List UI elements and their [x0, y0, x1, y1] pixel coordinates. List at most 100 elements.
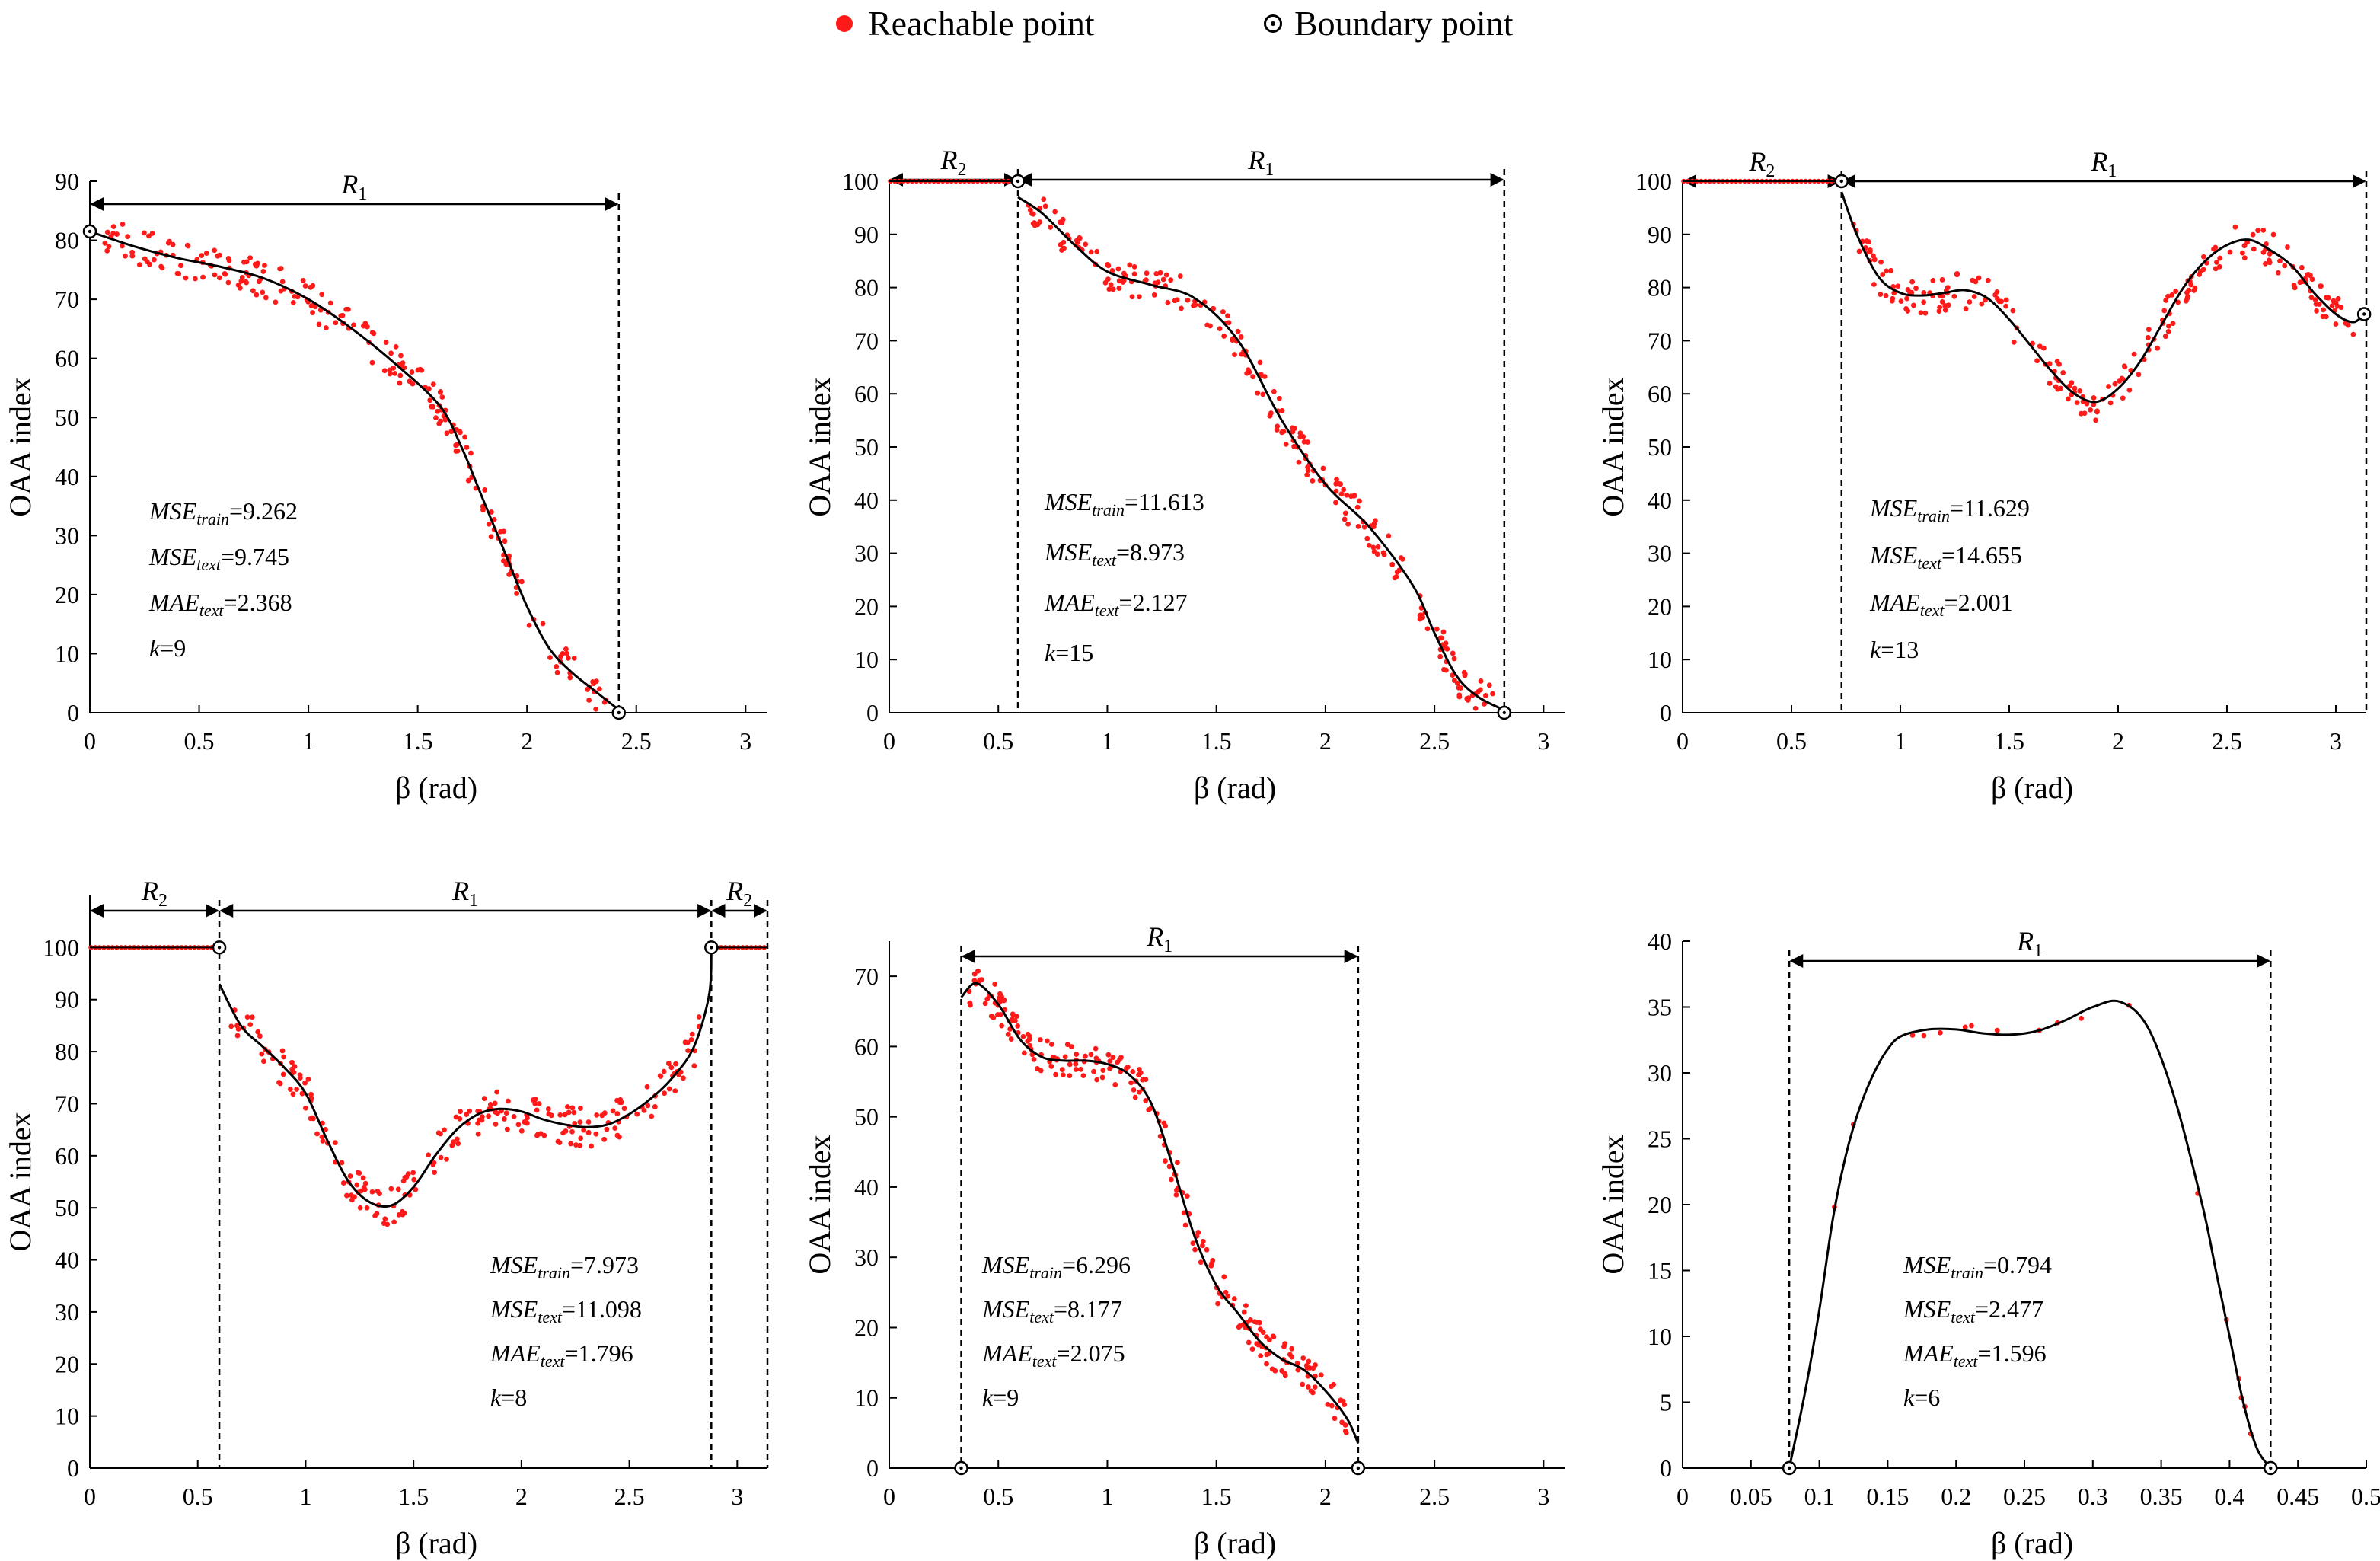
y-tick-label: 10: [1648, 1323, 1672, 1350]
reachable-point: [1230, 337, 1236, 343]
reachable-point: [1318, 1372, 1324, 1378]
reachable-point: [1099, 1074, 1105, 1081]
reachable-point: [1052, 209, 1058, 215]
y-tick-label: 70: [55, 1090, 79, 1117]
reachable-point: [577, 1119, 583, 1125]
x-tick-label: 2.5: [621, 727, 652, 755]
reachable-point: [1217, 326, 1223, 332]
reachable-point: [1320, 465, 1326, 471]
reachable-point: [427, 397, 433, 404]
reachable-point: [1458, 685, 1464, 691]
x-tick-label: 1: [302, 727, 314, 755]
reachable-point: [174, 270, 180, 276]
y-tick-label: 35: [1648, 994, 1672, 1021]
reachable-point: [1386, 533, 1392, 539]
reachable-point: [1236, 1324, 1242, 1330]
reachable-point: [1361, 524, 1367, 530]
reachable-point: [1208, 323, 1213, 329]
boundary-point-center: [217, 946, 222, 950]
reachable-point: [593, 706, 599, 712]
legend-reachable: Reachable point: [836, 3, 1095, 43]
reachable-point: [1174, 1160, 1180, 1166]
x-tick-label: 1: [299, 1483, 311, 1510]
reachable-point: [281, 1054, 287, 1060]
x-tick-label: 2: [521, 727, 533, 755]
reachable-point: [1342, 516, 1348, 522]
reachable-point: [1190, 1240, 1196, 1247]
reachable-point: [442, 417, 448, 423]
y-axis-label: OAA index: [1596, 377, 1630, 516]
reachable-point: [237, 285, 243, 291]
reachable-point: [1211, 305, 1217, 311]
reachable-point: [1200, 1243, 1205, 1249]
reachable-point: [1348, 493, 1354, 500]
reachable-point: [2185, 294, 2190, 300]
y-tick-label: 80: [854, 274, 879, 302]
reachable-point: [1443, 640, 1449, 646]
reachable-point: [1437, 653, 1444, 659]
reachable-point: [339, 1160, 345, 1166]
stat-text: k=13: [1870, 636, 1919, 663]
reachable-point: [316, 321, 322, 327]
reachable-point: [492, 1100, 498, 1106]
reachable-point: [381, 368, 388, 374]
region-label: R2: [1748, 146, 1775, 181]
reachable-point: [1128, 1080, 1134, 1086]
reachable-point: [971, 978, 978, 984]
reachable-point: [1191, 302, 1196, 308]
reachable-point: [2094, 409, 2100, 415]
reachable-point: [2077, 388, 2083, 394]
reachable-point: [149, 231, 155, 236]
boundary-point-center: [710, 946, 713, 950]
reachable-point: [235, 1026, 241, 1032]
reachable-point: [1137, 1070, 1144, 1076]
reachable-point: [1345, 521, 1351, 527]
reachable-point: [486, 521, 492, 527]
reachable-point: [504, 1126, 510, 1132]
reachable-point: [114, 231, 120, 237]
y-tick-label: 50: [854, 433, 879, 461]
reachable-point: [2331, 298, 2337, 304]
reachable-point: [1903, 306, 1909, 311]
reachable-point: [110, 224, 116, 230]
reachable-point: [199, 253, 205, 259]
reachable-point: [1290, 425, 1296, 431]
fit-curve: [1017, 196, 1505, 711]
reachable-point: [1898, 298, 1904, 305]
reachable-point: [511, 1113, 517, 1119]
reachable-point: [2292, 285, 2298, 291]
reachable-point: [2250, 231, 2256, 238]
reachable-point: [144, 259, 150, 265]
reachable-point: [2214, 260, 2219, 265]
reachable-point: [397, 380, 403, 386]
reachable-point: [417, 366, 423, 372]
x-tick-label: 1.5: [403, 727, 433, 755]
reachable-point: [262, 263, 267, 268]
y-tick-label: 50: [854, 1103, 879, 1131]
reachable-point: [400, 1211, 406, 1218]
reachable-point: [1130, 1068, 1136, 1074]
reachable-point: [2040, 345, 2047, 351]
y-tick-label: 20: [55, 581, 79, 608]
stat-text: MSEtext=8.177: [981, 1295, 1122, 1326]
reachable-point: [2161, 308, 2168, 314]
reachable-point: [1890, 295, 1896, 302]
reachable-point: [2277, 258, 2283, 264]
reachable-point: [1300, 433, 1306, 439]
reachable-point: [348, 1192, 354, 1198]
reachable-point: [2308, 295, 2315, 301]
reachable-point: [439, 394, 445, 400]
reachable-point: [665, 1061, 672, 1066]
reachable-point: [377, 1191, 382, 1197]
reachable-point: [2117, 378, 2123, 384]
reachable-point: [1856, 248, 1862, 254]
x-tick-label: 2.5: [1419, 1483, 1450, 1510]
reachable-point: [1305, 1384, 1311, 1390]
reachable-point: [688, 1036, 694, 1042]
reachable-point: [1053, 1071, 1058, 1077]
x-tick-label: 1: [1101, 727, 1113, 755]
reachable-point: [1283, 441, 1289, 447]
reachable-point: [1093, 1055, 1099, 1061]
reachable-point: [302, 283, 308, 289]
y-tick-label: 100: [1635, 168, 1672, 195]
